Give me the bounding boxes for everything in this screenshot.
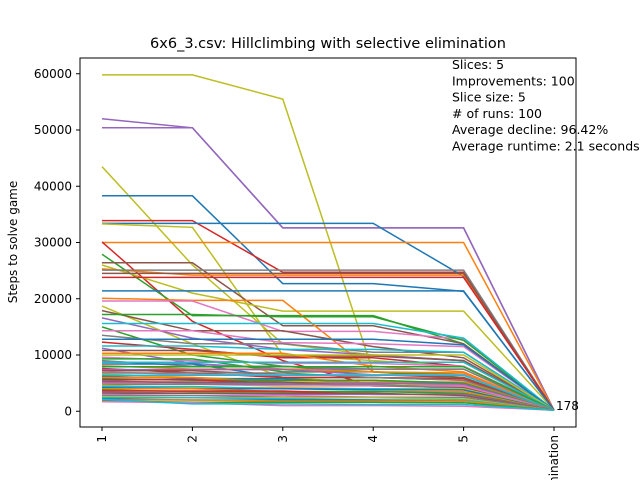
series-line-71 xyxy=(102,399,555,411)
series-line-9 xyxy=(102,241,555,411)
x-tick-label: 1 xyxy=(95,435,109,443)
series-line-74 xyxy=(101,398,555,411)
y-tick-label: 30000 xyxy=(34,236,72,250)
end-value-label: 178 xyxy=(556,399,579,413)
x-tick-label: Elimination xyxy=(547,435,561,480)
y-tick-label: 10000 xyxy=(34,348,72,362)
y-axis-label: Steps to solve game xyxy=(6,181,20,304)
y-tick-label: 60000 xyxy=(34,67,72,81)
series-layer xyxy=(101,74,555,411)
series-line-3 xyxy=(102,127,555,411)
series-line-65 xyxy=(102,392,555,411)
x-axis: 1 2 3 4 5 Elimination xyxy=(95,427,561,480)
series-line-13 xyxy=(101,264,555,411)
y-tick-label: 50000 xyxy=(34,123,72,137)
x-tick-label: 3 xyxy=(276,435,290,443)
series-line-25 xyxy=(102,322,555,411)
series-line-35 xyxy=(102,354,555,411)
series-line-49 xyxy=(102,374,555,411)
series-line-18 xyxy=(102,290,555,411)
x-tick-label: 4 xyxy=(366,435,380,443)
annotation-line: Slices: 5 xyxy=(452,57,504,72)
annotation-line: Average runtime: 2.1 seconds xyxy=(452,139,640,154)
annotation-line: Average decline: 96.42% xyxy=(452,122,608,137)
series-line-34 xyxy=(102,352,555,411)
series-line-29 xyxy=(102,338,555,411)
series-line-31 xyxy=(102,345,555,411)
series-line-15 xyxy=(102,269,555,411)
series-line-16 xyxy=(102,272,555,411)
series-line-39 xyxy=(102,361,555,411)
y-axis: 0 10000 20000 30000 40000 50000 60000 xyxy=(34,67,80,418)
annotation-line: # of runs: 100 xyxy=(452,106,542,121)
y-tick-label: 40000 xyxy=(34,179,72,193)
series-line-38 xyxy=(101,359,555,411)
series-line-23 xyxy=(102,313,555,411)
series-line-27 xyxy=(102,330,555,411)
y-tick-label: 0 xyxy=(64,404,72,418)
series-line-33 xyxy=(102,349,555,411)
annotation-line: Slice size: 5 xyxy=(452,90,526,105)
y-tick-label: 20000 xyxy=(34,292,72,306)
series-line-41 xyxy=(101,364,555,411)
annotation-line: Improvements: 100 xyxy=(452,73,575,88)
series-line-42 xyxy=(102,366,555,411)
chart-title: 6x6_3.csv: Hillclimbing with selective e… xyxy=(150,36,506,52)
x-tick-label: 5 xyxy=(457,435,471,443)
x-tick-label: 2 xyxy=(185,435,199,443)
series-line-17 xyxy=(102,276,555,411)
series-line-51 xyxy=(102,376,555,411)
